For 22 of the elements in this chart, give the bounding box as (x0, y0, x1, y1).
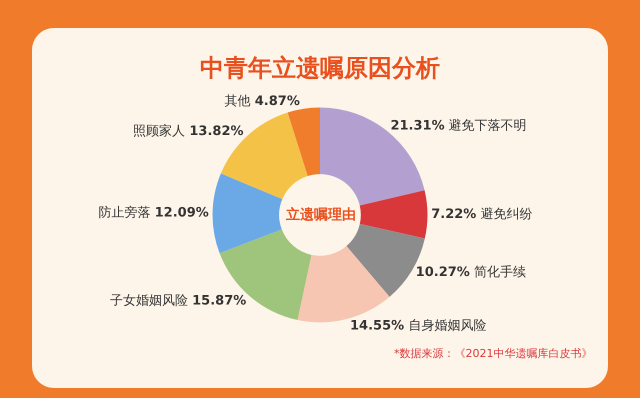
text: 立遗嘱理由 (285, 206, 356, 223)
donut-slice (288, 107, 320, 176)
slice-label: 避免下落不明 (448, 118, 527, 134)
slice-label: 其他 (224, 94, 251, 109)
donut-slice (212, 173, 282, 254)
data-label: 4.87% (254, 94, 300, 109)
data-label: 15.87% (192, 293, 246, 308)
data-label: 10.27% (416, 265, 470, 280)
slice-label: 防止旁落 (98, 206, 151, 221)
slice-label: 照顾家人 (133, 124, 186, 140)
data-label: 12.09% (154, 206, 209, 221)
donut-slice (360, 190, 428, 239)
slice-label: 子女婚姻风险 (110, 293, 188, 308)
chart-title: 中青年立遗嘱原因分析 (200, 54, 440, 82)
slice-label: 简化手续 (474, 265, 526, 280)
data-label: 7.22% (431, 206, 476, 222)
slice-label: 自身婚姻风险 (408, 318, 486, 334)
slice-label: 避免纠纷 (480, 206, 532, 222)
data-label: 13.82% (189, 124, 244, 140)
text: *数据来源：《2021中华遗嘱库白皮书》 (394, 347, 592, 360)
data-label: 14.55% (350, 318, 404, 334)
data-label: 21.31% (390, 118, 445, 134)
